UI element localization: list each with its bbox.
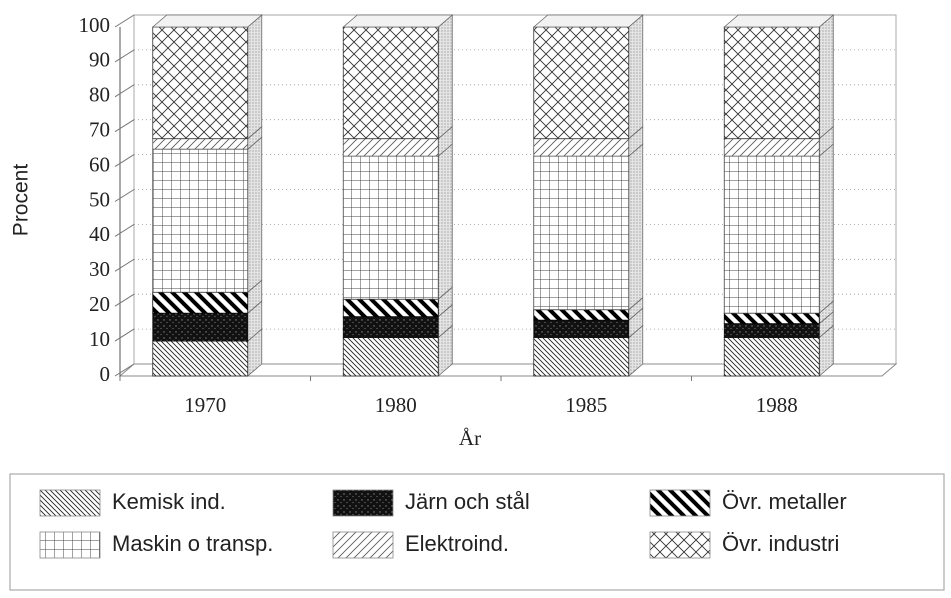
bar-side xyxy=(247,14,263,140)
legend-swatch xyxy=(39,489,101,517)
y-tick-label: 70 xyxy=(89,118,110,142)
legend-label: Övr. industri xyxy=(722,531,839,556)
bar-segment xyxy=(152,138,249,150)
legend-swatch xyxy=(39,531,101,559)
y-tick xyxy=(114,293,135,307)
bar-segment xyxy=(342,298,439,318)
bar-segment xyxy=(152,291,249,314)
bar-segment xyxy=(533,155,630,311)
legend-label: Elektroind. xyxy=(405,531,509,556)
y-tick xyxy=(114,189,135,202)
legend-swatch xyxy=(332,489,394,517)
bar-segment xyxy=(723,337,820,377)
y-tick xyxy=(114,258,135,272)
bar-segment xyxy=(342,316,439,339)
bar-segment xyxy=(342,337,439,377)
bar-segment xyxy=(533,337,630,377)
bar-segment xyxy=(342,138,439,157)
bar-side xyxy=(818,143,834,315)
bar-segment xyxy=(533,138,630,157)
y-tick-label: 60 xyxy=(89,152,110,176)
legend-label: Övr. metaller xyxy=(722,489,847,514)
bar-side xyxy=(437,143,453,301)
y-tick xyxy=(114,119,135,133)
y-tick xyxy=(114,328,135,342)
y-tick xyxy=(114,84,135,98)
legend-swatch xyxy=(649,531,711,559)
bar-top xyxy=(151,14,263,28)
bar-segment xyxy=(723,323,820,339)
legend-swatch xyxy=(332,531,394,559)
bar-top xyxy=(342,14,454,28)
bar-segment xyxy=(533,26,630,140)
bar-segment xyxy=(342,155,439,300)
bar-segment xyxy=(533,319,630,339)
y-tick-label: 90 xyxy=(89,48,110,72)
legend-label: Maskin o transp. xyxy=(112,531,273,556)
bar-segment xyxy=(152,148,249,293)
bar-segment xyxy=(723,312,820,325)
y-tick-label: 20 xyxy=(89,292,110,316)
y-tick-label: 10 xyxy=(89,327,110,351)
y-tick-label: 50 xyxy=(89,187,110,211)
bar-top xyxy=(532,14,644,28)
x-tick-label: 1985 xyxy=(565,393,607,417)
y-tick xyxy=(114,223,135,237)
bar-segment xyxy=(152,26,249,140)
bar-side xyxy=(628,143,644,311)
bar-side xyxy=(247,136,263,294)
x-tick-label: 1970 xyxy=(184,393,226,417)
x-tick-label: 1988 xyxy=(756,393,798,417)
legend-label: Järn och stål xyxy=(405,489,530,514)
y-tick xyxy=(114,49,135,63)
bar-side xyxy=(628,14,644,140)
legend-box xyxy=(9,473,945,591)
x-tick-label: 1980 xyxy=(375,393,417,417)
y-tick-label: 0 xyxy=(100,362,111,386)
y-tick-label: 40 xyxy=(89,222,110,246)
y-tick xyxy=(114,363,135,377)
bar-segment xyxy=(152,340,249,377)
y-tick-label: 30 xyxy=(89,257,110,281)
bar-segment xyxy=(723,155,820,314)
bar-segment xyxy=(152,312,249,342)
bar-side xyxy=(437,14,453,140)
bar-segment xyxy=(723,138,820,157)
y-axis-label: Procent xyxy=(10,164,33,237)
bar-segment xyxy=(533,309,630,321)
y-tick-label: 100 xyxy=(79,13,111,37)
x-axis-label: År xyxy=(459,426,481,450)
bar-side xyxy=(818,14,834,140)
y-tick-label: 80 xyxy=(89,83,110,107)
bar-segment xyxy=(723,26,820,140)
legend-label: Kemisk ind. xyxy=(112,489,226,514)
legend-swatch xyxy=(649,489,711,517)
bar-top xyxy=(723,14,835,28)
y-tick xyxy=(114,154,135,168)
bar-segment xyxy=(342,26,439,140)
y-tick xyxy=(114,14,135,28)
